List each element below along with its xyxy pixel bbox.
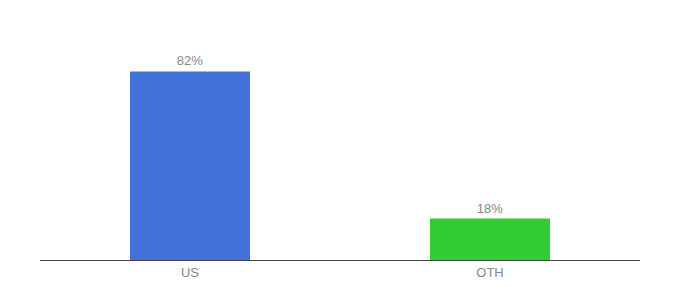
svg-text:OTH: OTH <box>476 265 503 280</box>
svg-text:82%: 82% <box>177 53 203 68</box>
svg-text:US: US <box>181 265 199 280</box>
svg-text:18%: 18% <box>477 201 503 216</box>
